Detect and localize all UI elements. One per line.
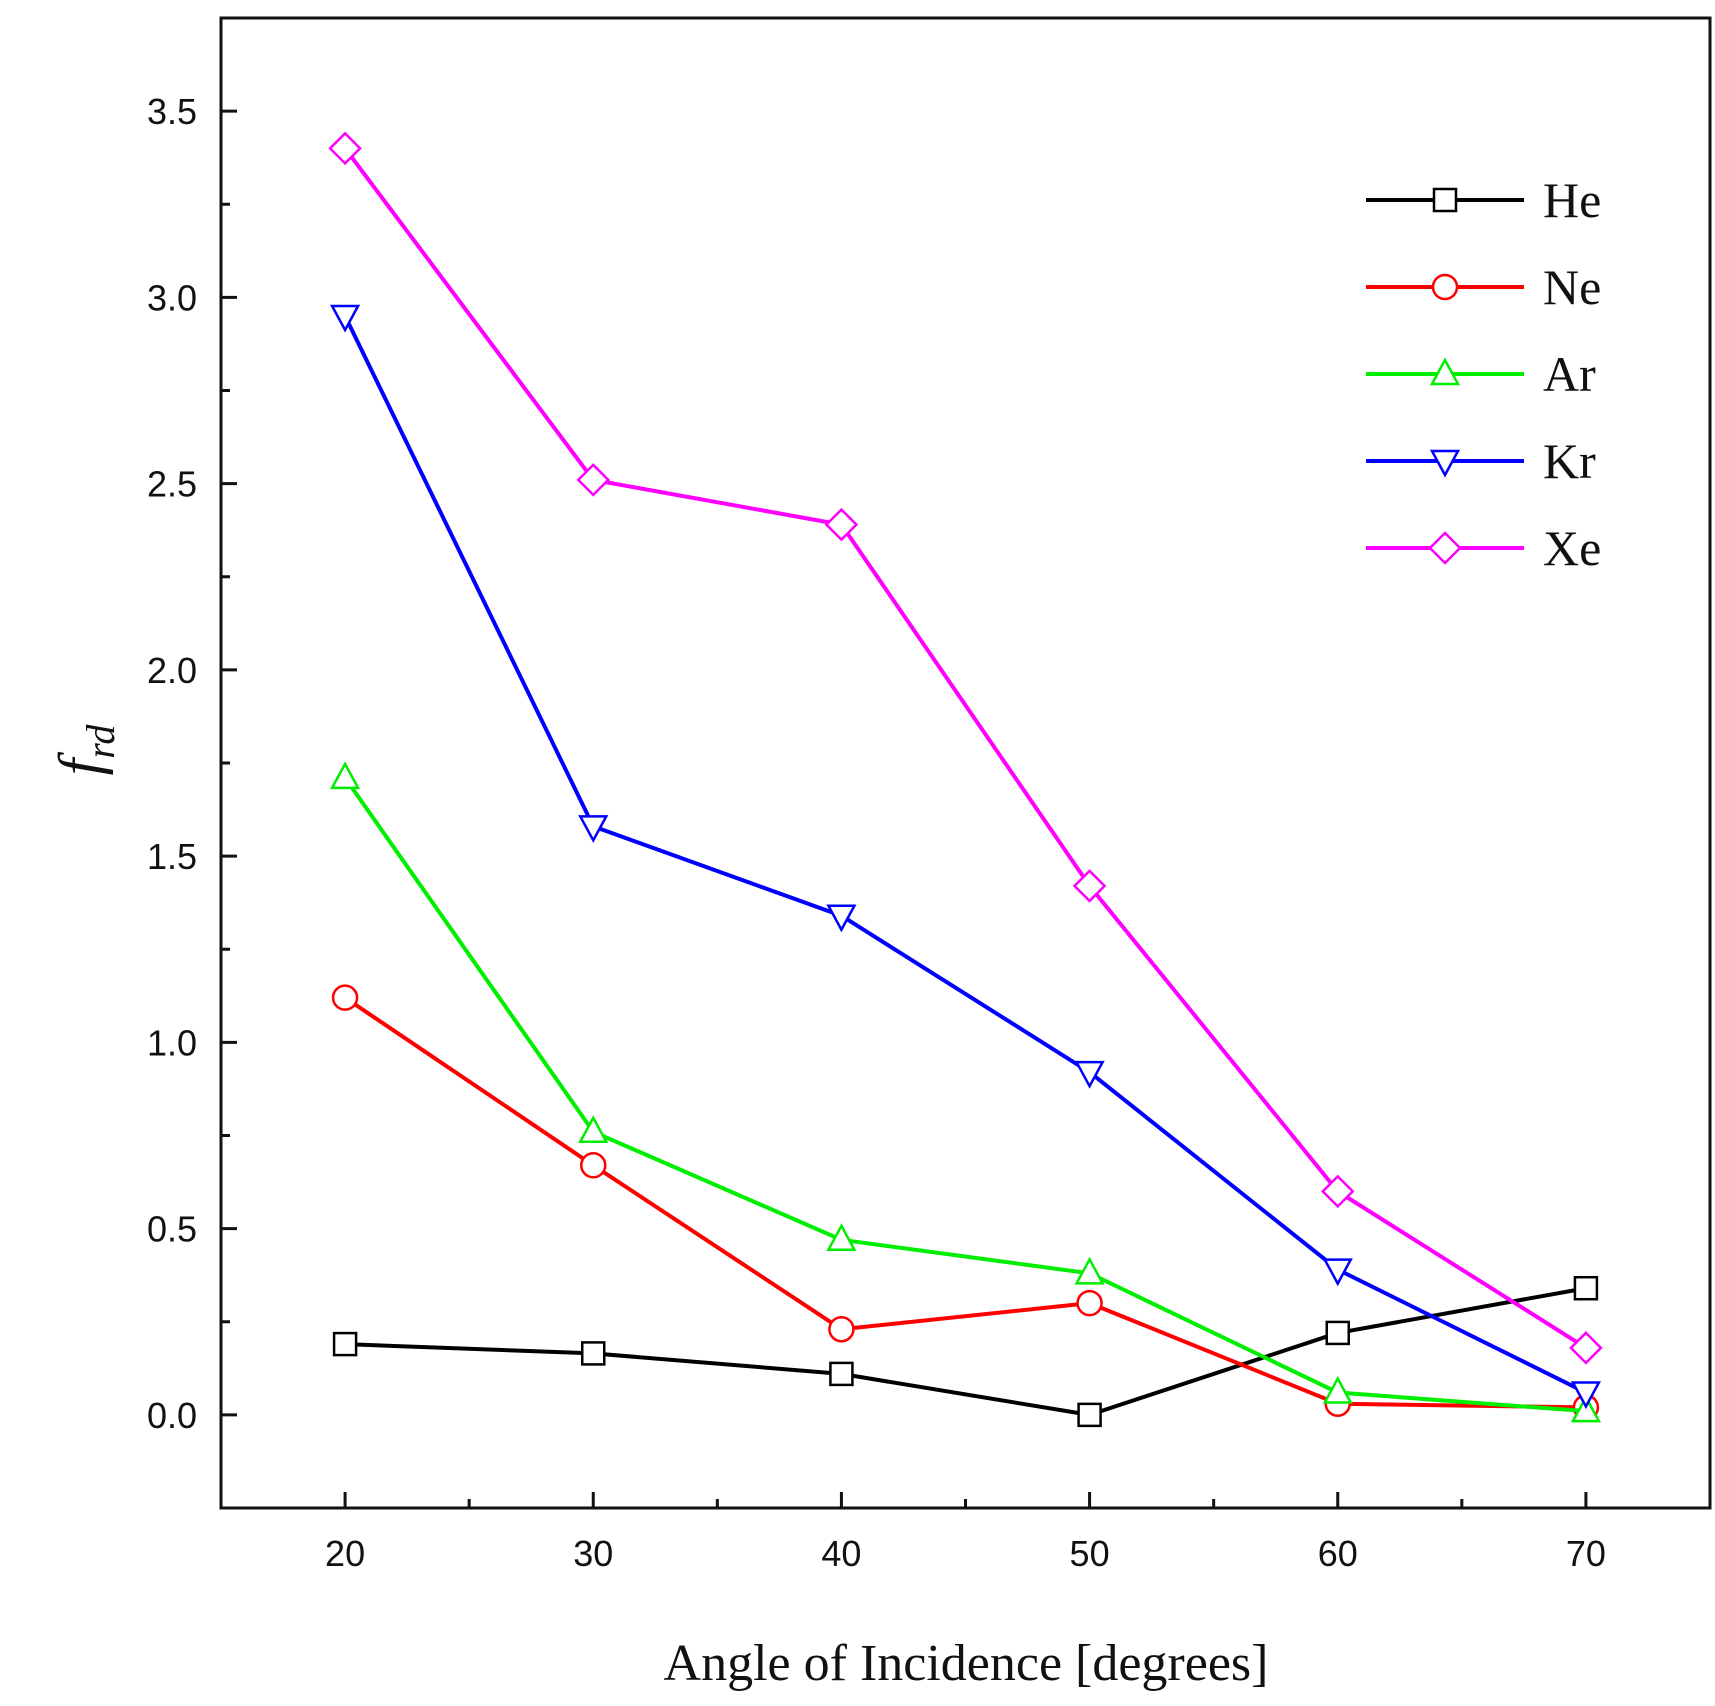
- data-point-xe: [328, 131, 362, 166]
- data-point-ar: [826, 1223, 857, 1252]
- legend-marker: [1431, 273, 1459, 301]
- y-tick-label: 0.0: [147, 1395, 197, 1436]
- x-tick-label: 50: [1070, 1533, 1110, 1574]
- y-tick-label: 1.5: [147, 836, 197, 877]
- x-tick-label: 70: [1566, 1533, 1606, 1574]
- data-point-kr: [1570, 1381, 1602, 1410]
- legend-item-kr: Kr: [1366, 433, 1596, 489]
- x-tick-label: 20: [325, 1533, 365, 1574]
- y-tick-label: 2.0: [147, 650, 197, 691]
- data-point-ar: [1074, 1256, 1105, 1285]
- legend-marker: [1432, 187, 1458, 213]
- x-tick-label: 60: [1318, 1533, 1358, 1574]
- y-tick-label: 0.5: [147, 1209, 197, 1250]
- legend-item-xe: Xe: [1366, 520, 1601, 576]
- data-point-he: [1573, 1275, 1599, 1301]
- data-point-xe: [1320, 1174, 1355, 1209]
- legend-label: He: [1543, 172, 1601, 228]
- data-point-kr: [578, 815, 609, 843]
- y-tick-label: 3.0: [147, 277, 197, 318]
- series-line-ne: [343, 996, 1586, 1410]
- data-point-he: [332, 1331, 358, 1357]
- series-line-ar: [343, 776, 1587, 1414]
- legend-label: Kr: [1543, 433, 1596, 489]
- x-tick-label: 40: [821, 1533, 861, 1574]
- data-point-ar: [1322, 1375, 1353, 1404]
- legend-item-he: He: [1366, 172, 1601, 228]
- data-point-ar: [1570, 1394, 1602, 1423]
- data-point-ne: [1076, 1289, 1103, 1317]
- y-axis-title-subscript: rd: [78, 724, 123, 759]
- data-point-kr: [826, 904, 857, 933]
- y-tick-label: 3.5: [147, 91, 197, 132]
- legend-label: Xe: [1543, 520, 1601, 576]
- x-tick-label: 30: [573, 1533, 613, 1574]
- data-point-ne: [331, 984, 359, 1011]
- legend-marker: [1429, 357, 1461, 386]
- series-line-xe: [343, 147, 1587, 1350]
- data-point-he: [581, 1341, 606, 1366]
- series-line-he: [345, 1286, 1587, 1417]
- data-point-xe: [824, 507, 859, 542]
- legend-marker: [1428, 531, 1462, 565]
- data-point-xe: [1569, 1331, 1603, 1365]
- data-point-kr: [1074, 1060, 1105, 1089]
- data-point-kr: [1322, 1258, 1353, 1287]
- series-he: [332, 1275, 1599, 1428]
- legend: He Ne Ar Kr Xe: [1366, 172, 1601, 576]
- data-point-he: [829, 1361, 854, 1387]
- data-point-he: [1325, 1320, 1350, 1346]
- legend-item-ar: Ar: [1366, 346, 1596, 402]
- data-point-he: [1077, 1402, 1102, 1428]
- data-point-ar: [578, 1115, 609, 1144]
- series-kr: [329, 304, 1602, 1410]
- data-point-ne: [828, 1315, 855, 1343]
- legend-label: Ne: [1543, 259, 1601, 315]
- series-line-kr: [343, 315, 1587, 1395]
- data-point-ar: [329, 761, 361, 790]
- y-tick-label: 1.0: [147, 1022, 197, 1063]
- y-tick-label: 2.5: [147, 464, 197, 505]
- data-point-kr: [329, 304, 361, 333]
- x-axis-ticks: 20 30 40 50 60 70: [325, 1492, 1606, 1574]
- series-xe: [328, 131, 1603, 1365]
- data-point-xe: [576, 463, 611, 497]
- data-point-ne: [580, 1152, 607, 1179]
- svg-text:frd: frd: [47, 724, 123, 776]
- x-axis-title: Angle of Incidence [degrees]: [664, 1635, 1269, 1692]
- y-axis-title: frd: [47, 724, 123, 776]
- y-axis-ticks: 0.0 0.5 1.0 1.5 2.0 2.5 3.0 3.5: [147, 91, 237, 1436]
- series-layer: [328, 131, 1603, 1428]
- data-point-xe: [1072, 869, 1107, 903]
- series-ar: [329, 761, 1602, 1423]
- legend-marker: [1429, 449, 1461, 478]
- legend-item-ne: Ne: [1366, 259, 1601, 315]
- legend-label: Ar: [1543, 346, 1596, 402]
